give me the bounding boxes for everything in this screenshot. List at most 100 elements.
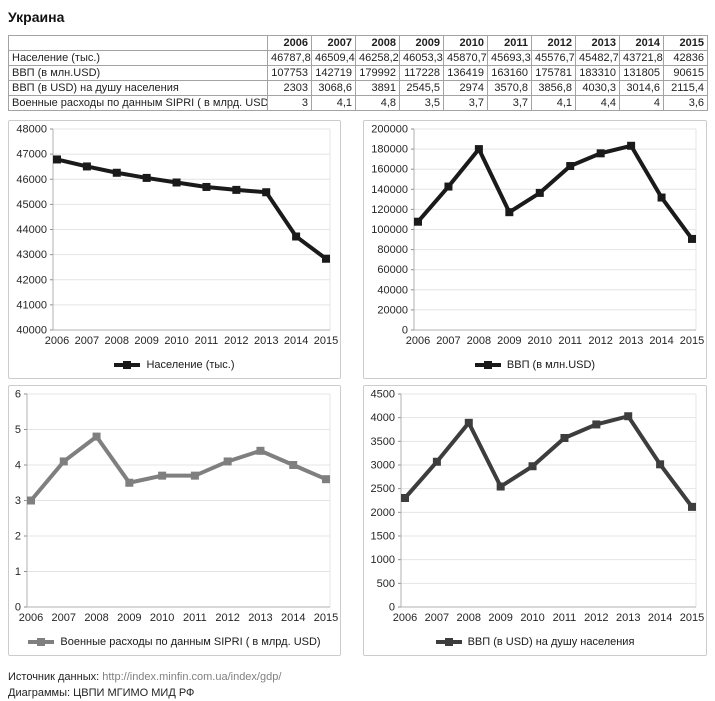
table-body: Население (тыс.) 46787,8 46509,4 46258,2 460… bbox=[8, 50, 708, 111]
svg-text:2006: 2006 bbox=[45, 335, 69, 347]
value-cell: 46787,8 bbox=[267, 50, 312, 66]
stats-table: 2006 2007 2008 2009 2010 2011 2012 2013 2014 2015… bbox=[8, 35, 708, 111]
svg-text:180000: 180000 bbox=[371, 144, 408, 156]
svg-text:45000: 45000 bbox=[16, 199, 47, 211]
svg-text:2500: 2500 bbox=[371, 483, 395, 495]
population-legend: Население (тыс.) bbox=[9, 352, 340, 378]
svg-text:2009: 2009 bbox=[134, 335, 158, 347]
military-spending-chart: 0 1 2 3 4 5 6 2006 2007 2008 2009 2010 2011 2012 2013 2… bbox=[15, 389, 338, 625]
svg-text:2007: 2007 bbox=[75, 335, 99, 347]
svg-text:2007: 2007 bbox=[52, 612, 76, 624]
value-cell: 45576,7 bbox=[531, 50, 576, 66]
year-header-cell: 2009 bbox=[399, 35, 444, 51]
footer: Источник данных: http://index.minfin.com… bbox=[8, 669, 707, 701]
svg-text:200000: 200000 bbox=[371, 124, 408, 136]
value-cell: 46258,2 bbox=[355, 50, 400, 66]
year-header-cell: 2012 bbox=[531, 35, 576, 51]
value-cell: 46053,3 bbox=[399, 50, 444, 66]
svg-text:60000: 60000 bbox=[377, 264, 408, 276]
svg-text:2008: 2008 bbox=[467, 335, 491, 347]
svg-text:140000: 140000 bbox=[371, 184, 408, 196]
svg-text:2008: 2008 bbox=[457, 612, 481, 624]
value-cell: 179992 bbox=[355, 65, 400, 81]
value-cell: 107753 bbox=[267, 65, 312, 81]
value-cell: 4030,3 bbox=[575, 80, 620, 96]
value-cell: 43721,8 bbox=[619, 50, 664, 66]
svg-text:2011: 2011 bbox=[558, 335, 582, 347]
svg-text:6: 6 bbox=[15, 389, 21, 401]
credit-line: Диаграммы: ЦВПИ МГИМО МИД РФ bbox=[8, 687, 195, 699]
svg-text:500: 500 bbox=[377, 578, 395, 590]
value-cell: 3068,6 bbox=[311, 80, 356, 96]
value-cell: 2545,5 bbox=[399, 80, 444, 96]
value-cell: 136419 bbox=[443, 65, 488, 81]
value-cell: 3856,8 bbox=[531, 80, 576, 96]
population-chart: 40000 41000 42000 43000 44000 45000 46000 47000… bbox=[16, 124, 338, 348]
svg-text:5: 5 bbox=[15, 424, 21, 436]
svg-text:4000: 4000 bbox=[371, 412, 395, 424]
svg-text:2015: 2015 bbox=[314, 612, 338, 624]
svg-text:40000: 40000 bbox=[377, 284, 408, 296]
value-cell: 4,1 bbox=[531, 95, 576, 111]
svg-text:2013: 2013 bbox=[254, 335, 278, 347]
svg-text:2015: 2015 bbox=[314, 335, 338, 347]
svg-text:80000: 80000 bbox=[377, 244, 408, 256]
svg-text:2012: 2012 bbox=[584, 612, 608, 624]
value-cell: 175781 bbox=[531, 65, 576, 81]
row-label-cell: ВВП (в USD) на душу населения bbox=[8, 80, 268, 96]
svg-text:1: 1 bbox=[15, 566, 21, 578]
value-cell: 3,7 bbox=[443, 95, 488, 111]
value-cell: 3,6 bbox=[663, 95, 708, 111]
value-cell: 45482,7 bbox=[575, 50, 620, 66]
value-cell: 90615 bbox=[663, 65, 708, 81]
legend-label: ВВП (в млн.USD) bbox=[506, 359, 596, 371]
svg-text:40000: 40000 bbox=[16, 325, 47, 337]
source-url: http://index.minfin.com.ua/index/gdp/ bbox=[102, 671, 282, 683]
svg-text:2011: 2011 bbox=[195, 335, 219, 347]
year-header-cell: 2007 bbox=[311, 35, 356, 51]
svg-text:2014: 2014 bbox=[649, 335, 673, 347]
value-cell: 4 bbox=[619, 95, 664, 111]
svg-text:1500: 1500 bbox=[371, 531, 395, 543]
svg-text:2012: 2012 bbox=[215, 612, 239, 624]
value-cell: 3014,6 bbox=[619, 80, 664, 96]
svg-text:0: 0 bbox=[15, 602, 21, 614]
svg-text:100000: 100000 bbox=[371, 224, 408, 236]
svg-text:120000: 120000 bbox=[371, 204, 408, 216]
svg-text:2014: 2014 bbox=[648, 612, 672, 624]
svg-text:2012: 2012 bbox=[224, 335, 248, 347]
value-cell: 2303 bbox=[267, 80, 312, 96]
data-source-line: Источник данных: http://index.minfin.com… bbox=[8, 669, 707, 685]
svg-text:2013: 2013 bbox=[619, 335, 643, 347]
svg-text:46000: 46000 bbox=[16, 174, 47, 186]
svg-text:47000: 47000 bbox=[16, 149, 47, 161]
value-cell: 183310 bbox=[575, 65, 620, 81]
line-marker-icon bbox=[474, 361, 501, 369]
value-cell: 3,7 bbox=[487, 95, 532, 111]
svg-text:2: 2 bbox=[15, 531, 21, 543]
year-header-cell: 2015 bbox=[663, 35, 708, 51]
table-head: 2006 2007 2008 2009 2010 2011 2012 2013 2014 2015 bbox=[8, 35, 708, 51]
gdp-legend: ВВП (в млн.USD) bbox=[364, 352, 706, 378]
charts-grid: 40000 41000 42000 43000 44000 45000 46000 47000… bbox=[8, 120, 707, 656]
svg-text:2013: 2013 bbox=[248, 612, 272, 624]
gdp-per-capita-chart: 0 500 1000 1500 2000 2500 3000 3500 4000 4500 2006… bbox=[371, 389, 705, 625]
value-cell: 131805 bbox=[619, 65, 664, 81]
table-corner-cell bbox=[8, 35, 268, 51]
table-row: Военные расходы по данным SIPRI ( в млрд… bbox=[8, 95, 708, 111]
svg-text:42000: 42000 bbox=[16, 274, 47, 286]
value-cell: 4,4 bbox=[575, 95, 620, 111]
svg-text:2006: 2006 bbox=[19, 612, 43, 624]
svg-text:2007: 2007 bbox=[436, 335, 460, 347]
svg-text:3500: 3500 bbox=[371, 436, 395, 448]
line-marker-icon bbox=[114, 361, 141, 369]
svg-text:2009: 2009 bbox=[117, 612, 141, 624]
svg-text:2009: 2009 bbox=[497, 335, 521, 347]
year-header-cell: 2006 bbox=[267, 35, 312, 51]
chart-panel-gdp: 0 20000 40000 60000 80000 100000 120000 140000 1… bbox=[363, 120, 707, 379]
legend-label: Военные расходы по данным SIPRI ( в млрд… bbox=[60, 636, 321, 648]
svg-text:41000: 41000 bbox=[16, 299, 47, 311]
svg-text:2015: 2015 bbox=[680, 612, 704, 624]
chart-panel-population: 40000 41000 42000 43000 44000 45000 46000 47000… bbox=[8, 120, 341, 379]
chart-panel-gdp-per-capita: 0 500 1000 1500 2000 2500 3000 3500 4000 4500 2006… bbox=[363, 385, 707, 656]
